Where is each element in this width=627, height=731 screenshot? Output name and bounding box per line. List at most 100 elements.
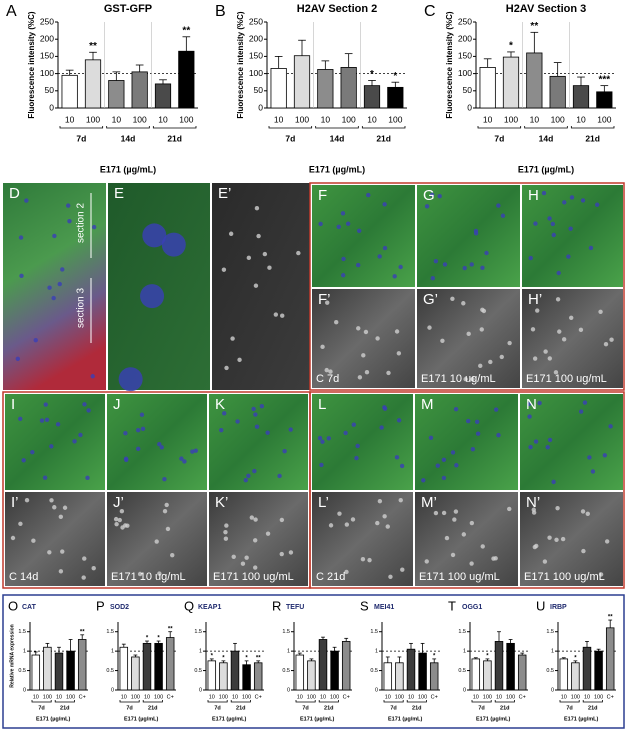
nucleus — [421, 478, 426, 483]
nucleus — [569, 195, 575, 200]
speckle — [547, 356, 552, 361]
x-tick-label: 10 — [112, 114, 122, 124]
significance: ** — [89, 41, 97, 52]
nucleus — [139, 412, 145, 417]
y-tick-label: 0 — [258, 102, 263, 112]
group-bracket — [477, 126, 522, 129]
speckle — [344, 522, 350, 527]
speckle — [328, 523, 334, 528]
nucleus — [354, 455, 359, 461]
x-tick-label: 100 — [242, 694, 251, 700]
speckle — [360, 556, 366, 562]
speckle — [224, 365, 229, 371]
nucleus — [343, 430, 348, 436]
bar — [363, 85, 381, 109]
nucleus — [265, 430, 270, 435]
speckle — [221, 267, 227, 272]
speckle — [280, 313, 285, 318]
bar — [517, 654, 527, 691]
y-tick-label: 0 — [111, 687, 114, 693]
x-tick-label: 100 — [154, 694, 163, 700]
nucleus — [475, 431, 481, 436]
speckle — [230, 336, 235, 341]
nucleus — [382, 245, 388, 251]
bar — [395, 662, 404, 691]
nucleus — [340, 211, 346, 216]
nucleus — [442, 262, 448, 267]
nucleus — [246, 473, 251, 478]
group-bracket — [570, 126, 615, 129]
nucleus — [399, 463, 405, 469]
nucleus — [428, 435, 434, 440]
group-bracket — [230, 700, 251, 703]
nucleus — [394, 455, 400, 460]
y-tick-label: 1.5 — [18, 629, 26, 635]
nucleus — [90, 374, 95, 379]
x-tick-label: 10 — [408, 694, 414, 700]
nucleus — [259, 404, 265, 409]
nucleus — [433, 259, 439, 264]
speckle — [603, 341, 609, 347]
nucleus — [528, 255, 533, 261]
nucleus — [355, 443, 360, 449]
speckle — [466, 331, 471, 337]
nucleus — [57, 281, 62, 287]
nucleus — [580, 198, 586, 203]
panel-label: H — [528, 187, 539, 204]
nucleus — [435, 463, 440, 468]
panel-caption: E171 100 ug/mL — [524, 571, 605, 583]
nucleus — [545, 445, 550, 450]
nucleus — [18, 416, 23, 422]
speckle — [569, 315, 574, 321]
panel-letter: C — [424, 3, 436, 20]
x-tick-label: 100 — [418, 694, 427, 700]
nucleus — [602, 453, 608, 458]
panel-label: D — [9, 185, 20, 202]
speckle — [598, 309, 603, 315]
speckle — [609, 337, 614, 342]
panel-letter: S — [360, 598, 369, 613]
speckle — [499, 354, 504, 360]
bar — [318, 639, 328, 691]
nucleus — [51, 295, 56, 301]
y-tick-label: 1 — [199, 649, 202, 655]
nucleus — [496, 432, 501, 438]
speckle — [254, 206, 260, 211]
nucleus — [162, 476, 167, 482]
nucleus — [18, 235, 24, 240]
nucleus — [78, 432, 83, 438]
speckle — [337, 511, 342, 516]
nucleus — [582, 400, 588, 405]
nucleus — [469, 262, 474, 267]
nucleus — [24, 198, 29, 203]
speckle — [581, 548, 586, 554]
x-tick-label: 10 — [320, 694, 326, 700]
speckle — [377, 498, 383, 504]
nucleus — [441, 457, 447, 462]
y-tick-label: 100 — [249, 68, 263, 78]
group-label: 21d — [236, 705, 245, 711]
significance: * — [146, 636, 149, 642]
micrograph — [3, 183, 106, 390]
group-bracket — [59, 126, 104, 129]
speckle — [386, 370, 391, 376]
x-tick-label: 100 — [179, 114, 193, 124]
y-tick-label: 0 — [375, 687, 378, 693]
bar — [594, 650, 603, 691]
speckle — [47, 550, 52, 555]
bar — [54, 652, 64, 691]
group-label: 7d — [478, 705, 484, 711]
x-tick-label: 10 — [144, 694, 150, 700]
speckle — [532, 544, 538, 550]
panel-label: F — [318, 187, 327, 204]
speckle — [60, 549, 65, 554]
y-axis-label: Fluorescence intensity (%C) — [27, 11, 36, 118]
speckle — [557, 329, 562, 334]
nucleus — [466, 418, 471, 424]
nucleus — [52, 233, 57, 239]
speckle — [394, 329, 400, 334]
nucleus — [253, 412, 258, 417]
speckle — [542, 559, 548, 564]
nucleus — [587, 455, 592, 460]
bar — [307, 660, 316, 691]
